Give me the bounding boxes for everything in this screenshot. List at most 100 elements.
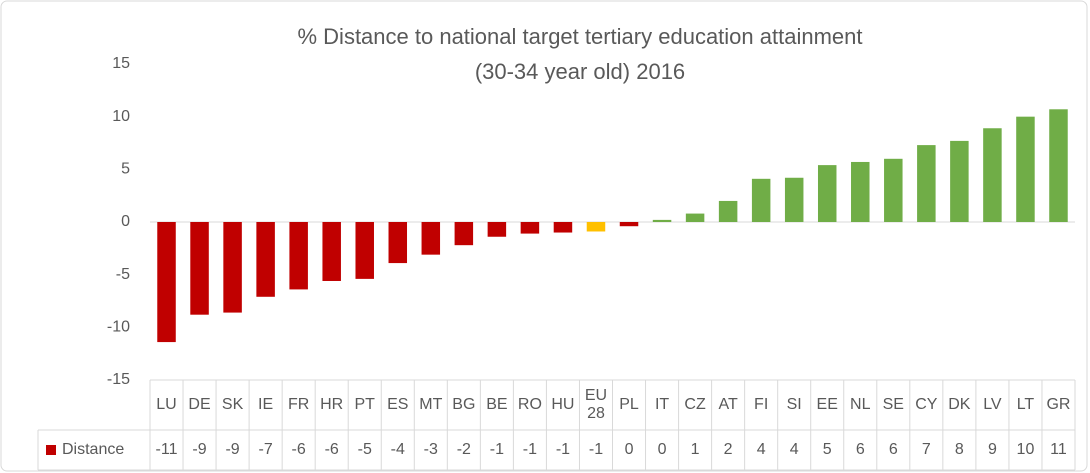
bar [289, 222, 308, 290]
x-tick-label: EE [816, 396, 838, 413]
y-tick-label: -15 [107, 371, 130, 388]
table-value: 1 [691, 441, 700, 458]
table-value: 0 [625, 441, 634, 458]
x-tick-label-box: CZ [684, 396, 705, 413]
x-tick-label-box: LU [156, 396, 176, 413]
bar [983, 128, 1002, 222]
table-value: 5 [823, 441, 832, 458]
y-tick-label: -10 [107, 319, 130, 336]
x-tick-label-box: NL [850, 396, 871, 413]
x-tick-label: HR [320, 396, 344, 413]
bar [817, 165, 837, 222]
table-value: 0 [658, 441, 667, 458]
x-tick-label: DE [188, 396, 211, 413]
table-value: -11 [156, 441, 178, 458]
legend-swatch [46, 445, 56, 455]
x-tick-label: SE [882, 396, 904, 413]
x-tick-label-box: SE [882, 396, 904, 413]
x-tick-label-box: EU 28 [584, 387, 608, 422]
table-value: 6 [856, 441, 865, 458]
x-tick-label-box: HU [551, 396, 575, 413]
bar [157, 222, 176, 343]
bar [1049, 109, 1068, 222]
x-tick-label-box: GR [1046, 396, 1071, 413]
table-value: 6 [889, 441, 898, 458]
x-tick-label: RO [517, 396, 542, 413]
x-tick-label: FI [754, 396, 769, 413]
x-tick-label: PL [619, 396, 639, 413]
x-tick-label-box: DK [948, 396, 970, 413]
table-value: -6 [292, 441, 306, 458]
x-tick-label: HU [551, 396, 575, 413]
bar [884, 158, 903, 222]
x-tick-label: IE [258, 396, 274, 413]
x-tick-label-box: HR [320, 396, 344, 413]
chart-title: (30-34 year old) 2016 [475, 59, 685, 84]
x-tick-label-box: SI [786, 396, 802, 413]
table-value: 8 [955, 441, 964, 458]
x-tick-label: BG [452, 396, 476, 413]
table-value: -1 [556, 441, 570, 458]
y-tick-label: 0 [121, 213, 130, 230]
bar [421, 222, 441, 255]
chart-title: % Distance to national target tertiary e… [298, 24, 863, 49]
x-tick-label-box: SK [221, 396, 244, 413]
x-tick-label: LT [1016, 396, 1035, 413]
legend-label: Distance [62, 441, 124, 458]
table-value: -9 [225, 441, 239, 458]
y-tick-label: 15 [112, 55, 130, 72]
x-tick-label-box: IE [258, 396, 274, 413]
x-tick-label-box: CY [915, 396, 937, 413]
bar [355, 222, 374, 279]
x-tick-label: NL [850, 396, 871, 413]
x-tick-label: SI [786, 396, 802, 413]
bar [619, 222, 639, 227]
x-tick-label: IT [654, 396, 670, 413]
x-tick-label: EU 28 [584, 387, 608, 422]
x-tick-label: ES [387, 396, 409, 413]
y-tick-label: 5 [121, 161, 130, 178]
x-tick-label-box: FR [288, 396, 309, 413]
x-tick-label-box: DE [188, 396, 211, 413]
bar [586, 222, 606, 232]
table-value: -1 [523, 441, 537, 458]
bar [751, 178, 771, 222]
table-value: -2 [457, 441, 471, 458]
x-tick-label-box: PT [354, 396, 375, 413]
table-value: 10 [1017, 441, 1035, 458]
x-tick-label-box: LV [983, 396, 1002, 413]
x-tick-label: AT [718, 396, 738, 413]
x-tick-label-box: RO [517, 396, 542, 413]
table-value: -1 [589, 441, 603, 458]
x-tick-label-box: AT [718, 396, 738, 413]
table-value: -5 [358, 441, 372, 458]
x-tick-label-box: LT [1016, 396, 1035, 413]
x-tick-label-box: MT [419, 396, 443, 413]
x-tick-label-box: BG [452, 396, 476, 413]
bar [553, 222, 573, 233]
x-tick-label: PT [354, 396, 375, 413]
bar [1016, 116, 1035, 222]
bar [388, 222, 408, 264]
x-tick-label: MT [419, 396, 443, 413]
x-tick-label: GR [1046, 396, 1071, 413]
bar [784, 177, 804, 222]
bar [190, 222, 209, 315]
bar [917, 145, 936, 222]
table-value: -7 [259, 441, 273, 458]
bar [256, 222, 275, 297]
x-tick-label-box: BE [486, 396, 507, 413]
x-tick-label-box: FI [754, 396, 769, 413]
x-tick-label-box: IT [654, 396, 670, 413]
table-value: 9 [988, 441, 997, 458]
bar [950, 140, 969, 222]
table-value: 4 [757, 441, 766, 458]
x-tick-label: SK [221, 396, 244, 413]
bar [685, 213, 705, 222]
x-tick-label: LV [983, 396, 1002, 413]
table-value: 7 [922, 441, 931, 458]
table-value: 2 [724, 441, 733, 458]
bar [322, 222, 341, 281]
